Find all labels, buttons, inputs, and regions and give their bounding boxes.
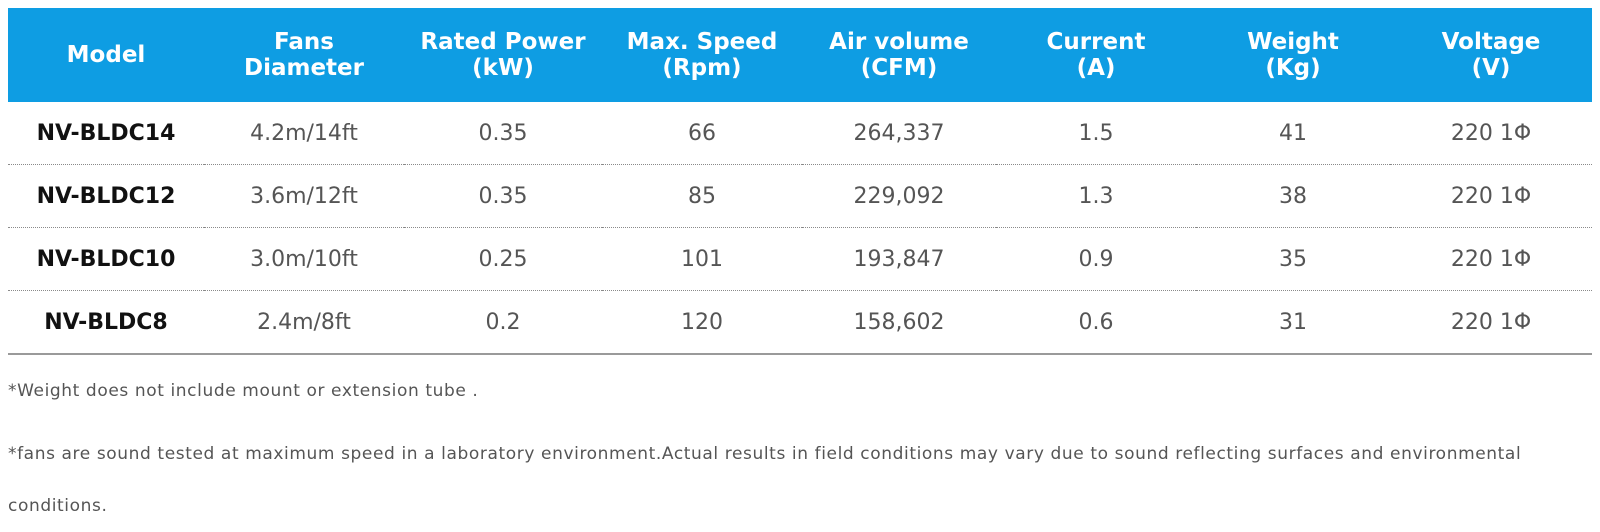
cell-model: NV-BLDC10: [8, 227, 204, 291]
cell-max-speed: 85: [602, 164, 802, 228]
cell-current: 0.9: [996, 227, 1196, 291]
cell-fans-diameter: 3.0m/10ft: [204, 227, 404, 291]
header-current-line1: Current: [1046, 29, 1146, 55]
cell-weight: 35: [1196, 227, 1390, 291]
header-voltage: Voltage (V): [1390, 8, 1592, 102]
table-row: NV-BLDC12 3.6m/12ft 0.35 85 229,092 1.3 …: [8, 164, 1592, 228]
cell-voltage: 220 1Φ: [1390, 102, 1592, 165]
header-max-speed: Max. Speed (Rpm): [602, 8, 802, 102]
table-row: NV-BLDC14 4.2m/14ft 0.35 66 264,337 1.5 …: [8, 102, 1592, 165]
cell-current: 1.3: [996, 164, 1196, 228]
fan-spec-table: Model Fans Diameter Rated Power (kW) Max. …: [8, 8, 1592, 355]
cell-rated-power: 0.35: [404, 102, 602, 165]
cell-voltage: 220 1Φ: [1390, 164, 1592, 228]
header-fans-diameter: Fans Diameter: [204, 8, 404, 102]
header-model: Model: [8, 8, 204, 102]
cell-air-volume: 264,337: [802, 102, 996, 165]
header-voltage-line2: (V): [1471, 55, 1511, 81]
cell-voltage: 220 1Φ: [1390, 227, 1592, 291]
header-fans-diameter-line2: Diameter: [244, 55, 364, 81]
header-weight-line2: (Kg): [1265, 55, 1321, 81]
header-fans-diameter-line1: Fans: [274, 29, 334, 55]
cell-model: NV-BLDC12: [8, 164, 204, 228]
weight-footnote: *Weight does not include mount or extens…: [8, 381, 479, 401]
header-current: Current (A): [996, 8, 1196, 102]
header-row: Model Fans Diameter Rated Power (kW) Max. …: [8, 8, 1592, 102]
table-body: NV-BLDC14 4.2m/14ft 0.35 66 264,337 1.5 …: [8, 102, 1592, 355]
header-rated-power-line2: (kW): [472, 55, 534, 81]
header-max-speed-line1: Max. Speed: [626, 29, 778, 55]
cell-current: 0.6: [996, 290, 1196, 355]
cell-model: NV-BLDC8: [8, 290, 204, 355]
table-header: Model Fans Diameter Rated Power (kW) Max. …: [8, 8, 1592, 102]
header-model-label: Model: [66, 42, 146, 68]
cell-max-speed: 101: [602, 227, 802, 291]
cell-rated-power: 0.25: [404, 227, 602, 291]
header-weight-line1: Weight: [1247, 29, 1339, 55]
header-weight: Weight (Kg): [1196, 8, 1390, 102]
header-air-volume: Air volume (CFM): [802, 8, 996, 102]
cell-max-speed: 120: [602, 290, 802, 355]
cell-weight: 38: [1196, 164, 1390, 228]
cell-max-speed: 66: [602, 102, 802, 165]
footnotes: *Weight does not include mount or extens…: [8, 378, 1592, 532]
cell-air-volume: 229,092: [802, 164, 996, 228]
cell-weight: 41: [1196, 102, 1390, 165]
header-rated-power: Rated Power (kW): [404, 8, 602, 102]
cell-fans-diameter: 2.4m/8ft: [204, 290, 404, 355]
table-row: NV-BLDC8 2.4m/8ft 0.2 120 158,602 0.6 31…: [8, 290, 1592, 355]
cell-rated-power: 0.35: [404, 164, 602, 228]
header-max-speed-line2: (Rpm): [662, 55, 742, 81]
cell-air-volume: 158,602: [802, 290, 996, 355]
cell-fans-diameter: 4.2m/14ft: [204, 102, 404, 165]
cell-model: NV-BLDC14: [8, 102, 204, 165]
cell-weight: 31: [1196, 290, 1390, 355]
header-current-line2: (A): [1076, 55, 1116, 81]
sound-footnote: *fans are sound tested at maximum speed …: [8, 444, 1522, 516]
cell-rated-power: 0.2: [404, 290, 602, 355]
header-voltage-line1: Voltage: [1441, 29, 1541, 55]
header-rated-power-line1: Rated Power: [420, 29, 586, 55]
cell-current: 1.5: [996, 102, 1196, 165]
cell-air-volume: 193,847: [802, 227, 996, 291]
cell-voltage: 220 1Φ: [1390, 290, 1592, 355]
table-row: NV-BLDC10 3.0m/10ft 0.25 101 193,847 0.9…: [8, 227, 1592, 291]
header-air-volume-line1: Air volume: [829, 29, 969, 55]
cell-fans-diameter: 3.6m/12ft: [204, 164, 404, 228]
header-air-volume-line2: (CFM): [860, 55, 938, 81]
